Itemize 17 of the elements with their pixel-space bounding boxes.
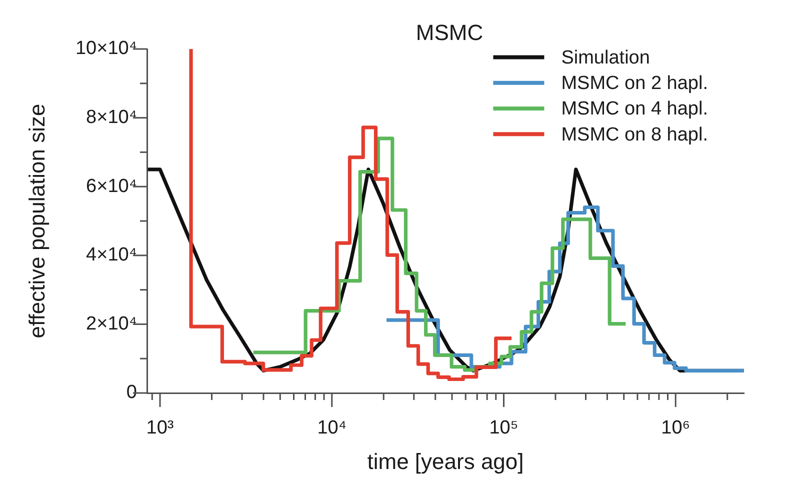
legend-label: MSMC on 2 hapl. bbox=[561, 73, 708, 94]
x-tick-label: 10⁵ bbox=[489, 418, 518, 439]
x-tick-label: 10⁶ bbox=[661, 418, 690, 439]
chart-title: MSMC bbox=[416, 20, 484, 46]
x-axis-title: time [years ago] bbox=[367, 448, 524, 474]
legend-label: MSMC on 8 hapl. bbox=[561, 124, 708, 146]
y-tick-label: 0 bbox=[126, 382, 137, 404]
legend-label: Simulation bbox=[561, 48, 650, 69]
y-tick-label: 10×10⁴ bbox=[75, 38, 137, 60]
x-tick-label: 10³ bbox=[146, 418, 174, 439]
y-tick-label: 2×10⁴ bbox=[86, 313, 137, 334]
legend-label: MSMC on 4 hapl. bbox=[561, 98, 708, 120]
y-axis-title: effective population size bbox=[24, 104, 50, 338]
y-tick-label: 8×10⁴ bbox=[86, 107, 137, 128]
y-tick-label: 6×10⁴ bbox=[86, 176, 137, 197]
y-tick-label: 4×10⁴ bbox=[86, 244, 137, 266]
x-tick-label: 10⁴ bbox=[317, 418, 347, 439]
